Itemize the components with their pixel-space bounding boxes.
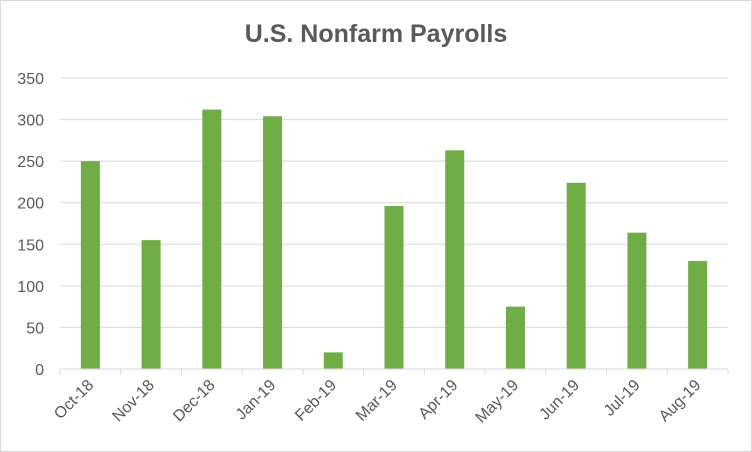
bar-jul-19 bbox=[627, 232, 647, 369]
bar-jun-19 bbox=[566, 182, 586, 369]
y-tick-label: 0 bbox=[35, 362, 44, 379]
bar-nov-18 bbox=[141, 240, 161, 369]
x-tick-label: Mar-19 bbox=[353, 377, 401, 425]
chart-title: U.S. Nonfarm Payrolls bbox=[244, 20, 508, 48]
x-tick-label: Aug-19 bbox=[656, 377, 705, 426]
x-tick-label: Jan-19 bbox=[233, 377, 280, 424]
bar-mar-19 bbox=[384, 206, 404, 369]
y-tick-label: 350 bbox=[17, 71, 44, 88]
y-tick-label: 300 bbox=[17, 113, 44, 130]
bar-jan-19 bbox=[263, 116, 283, 369]
y-tick-label: 100 bbox=[17, 279, 44, 296]
bar-aug-19 bbox=[688, 260, 708, 369]
bar-oct-18 bbox=[80, 161, 100, 369]
bar-may-19 bbox=[505, 306, 525, 369]
x-tick-label: Dec-18 bbox=[170, 377, 219, 426]
x-tick-label: Jun-19 bbox=[536, 377, 583, 424]
x-tick-label: Jul-19 bbox=[601, 377, 644, 420]
y-tick-label: 250 bbox=[17, 154, 44, 171]
x-tick-label: Oct-18 bbox=[51, 377, 97, 423]
y-tick-label: 50 bbox=[26, 320, 44, 337]
x-tick-label: Nov-18 bbox=[109, 377, 158, 426]
x-tick-label: May-19 bbox=[473, 377, 523, 427]
bar-apr-19 bbox=[445, 150, 465, 369]
x-tick-label: Apr-19 bbox=[416, 377, 462, 423]
x-tick-label: Feb-19 bbox=[292, 377, 340, 425]
bar-feb-19 bbox=[323, 352, 343, 369]
bar-dec-18 bbox=[202, 109, 222, 369]
y-tick-label: 200 bbox=[17, 196, 44, 213]
y-tick-label: 150 bbox=[17, 237, 44, 254]
